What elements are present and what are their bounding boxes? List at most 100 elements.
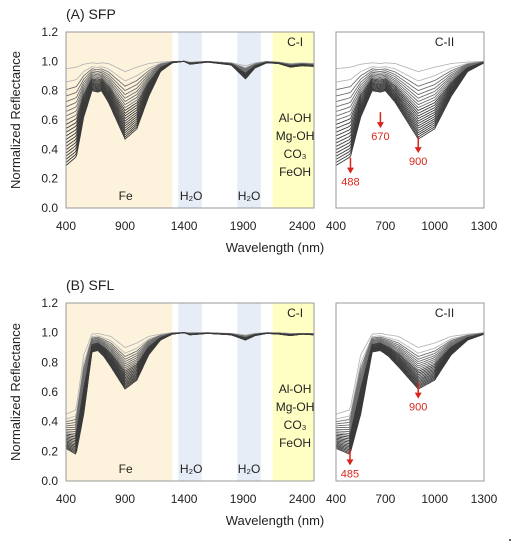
annotation-label: 488 <box>341 177 359 189</box>
region-text: Mg-OH <box>276 129 315 143</box>
panel-a: (A) SFP 0.0 0.2 0.4 0.6 0.8 1.0 1.2 400 900 1400 19… <box>8 6 498 255</box>
region-label: H₂O <box>180 462 203 476</box>
y-tick-label: 0.8 <box>41 355 58 369</box>
spectrum-line <box>336 61 484 83</box>
annotation-label: 900 <box>409 402 427 414</box>
region-text: Mg-OH <box>276 400 315 414</box>
spectrum-line <box>336 61 484 91</box>
y-tick-label: 1.2 <box>41 296 58 310</box>
y-tick-label: 0.8 <box>41 84 58 98</box>
spectrum-line <box>336 60 484 73</box>
x-tick-label: 1400 <box>171 219 198 233</box>
spectrum-line <box>336 61 484 112</box>
spectrum-line <box>336 61 484 103</box>
spectrum-line <box>336 62 484 166</box>
region-label: Fe <box>119 462 133 476</box>
shaded-region <box>178 32 202 208</box>
plot-frame <box>65 31 315 209</box>
subplot-label-c1: C-I <box>287 306 303 320</box>
spectrum-line <box>336 61 484 137</box>
x-tick-label: 1900 <box>230 492 257 506</box>
x-tick-label: 1300 <box>471 492 498 506</box>
x-tick-label: 900 <box>115 492 135 506</box>
spectrum-line <box>336 332 484 425</box>
y-tick-label: 1.0 <box>41 54 58 68</box>
subplot-label-c2: C-II <box>435 306 454 320</box>
spectrum-line <box>336 61 484 121</box>
plot-frame <box>335 31 485 209</box>
spectrum-line <box>336 332 484 423</box>
y-tick-label: 0.2 <box>41 444 58 458</box>
y-tick-label: 0.4 <box>41 415 58 429</box>
y-axis-label: Normalized Reflectance <box>8 51 23 189</box>
panel-label: (A) SFP <box>66 6 116 22</box>
spectrum-line <box>336 332 484 427</box>
x-tick-label: 400 <box>326 492 346 506</box>
x-tick-label: 400 <box>326 219 346 233</box>
plot-frame <box>65 302 315 482</box>
region-text: FeOH <box>279 165 311 179</box>
subplot-label-c1: C-I <box>287 35 303 49</box>
y-tick-label: 1.2 <box>41 25 58 39</box>
plot-frame <box>335 302 485 482</box>
y-tick-label: 0.6 <box>41 385 58 399</box>
region-label: Fe <box>119 189 133 203</box>
shaded-region <box>237 32 261 208</box>
spectrum-line <box>66 332 314 455</box>
y-axis-label: Normalized Reflectance <box>8 323 23 461</box>
spectrum-line <box>336 62 484 144</box>
x-axis-label: Wavelength (nm) <box>226 240 325 255</box>
y-tick-label: 1.0 <box>41 326 58 340</box>
spectrum-line <box>336 61 484 117</box>
x-tick-label: 400 <box>56 219 76 233</box>
region-label: H₂O <box>238 462 261 476</box>
x-tick-label: 2400 <box>289 492 316 506</box>
annotation-label: 900 <box>409 156 427 168</box>
x-tick-label: 1400 <box>171 492 198 506</box>
annotation-label: 485 <box>341 468 359 480</box>
region-text: Al-OH <box>279 111 312 125</box>
trailing-dot <box>509 539 511 541</box>
arrow-head <box>376 122 384 129</box>
spectrum-line <box>336 332 484 429</box>
region-label: H₂O <box>180 189 203 203</box>
shaded-region <box>178 303 202 481</box>
y-tick-label: 0.0 <box>41 201 58 215</box>
x-tick-label: 1000 <box>421 219 448 233</box>
x-tick-label: 1000 <box>421 492 448 506</box>
x-tick-label: 1900 <box>230 219 257 233</box>
shaded-region <box>237 303 261 481</box>
spectra-group <box>66 60 314 166</box>
spectrum-line <box>336 61 484 97</box>
x-tick-label: 700 <box>375 492 395 506</box>
subplot-label-c2: C-II <box>435 35 454 49</box>
arrow-head <box>346 459 354 466</box>
region-text: CO₃ <box>284 147 307 161</box>
y-tick-label: 0.2 <box>41 172 58 186</box>
spectra-group <box>336 60 484 166</box>
x-tick-label: 400 <box>56 492 76 506</box>
arrow-head <box>346 167 354 174</box>
y-tick-label: 0.4 <box>41 142 58 156</box>
arrow-head <box>414 147 422 154</box>
annotation-label: 670 <box>371 131 389 143</box>
spectrum-line <box>336 61 484 140</box>
spectrum-line <box>66 60 314 166</box>
spectra-group <box>336 332 484 455</box>
spectrum-line <box>336 61 484 108</box>
spectrum-line <box>336 332 484 415</box>
shaded-region <box>272 32 314 208</box>
spectrum-line <box>336 332 484 420</box>
spectrum-line <box>336 61 484 129</box>
y-tick-label: 0.6 <box>41 113 58 127</box>
panel-label: (B) SFL <box>66 277 114 293</box>
x-tick-label: 2400 <box>289 219 316 233</box>
arrow-head <box>414 392 422 399</box>
x-tick-label: 700 <box>375 219 395 233</box>
y-tick-label: 0.0 <box>41 474 58 488</box>
region-text: Al-OH <box>279 382 312 396</box>
spectra-group <box>66 332 314 455</box>
spectrum-line <box>336 61 484 133</box>
x-axis-label: Wavelength (nm) <box>226 513 325 528</box>
